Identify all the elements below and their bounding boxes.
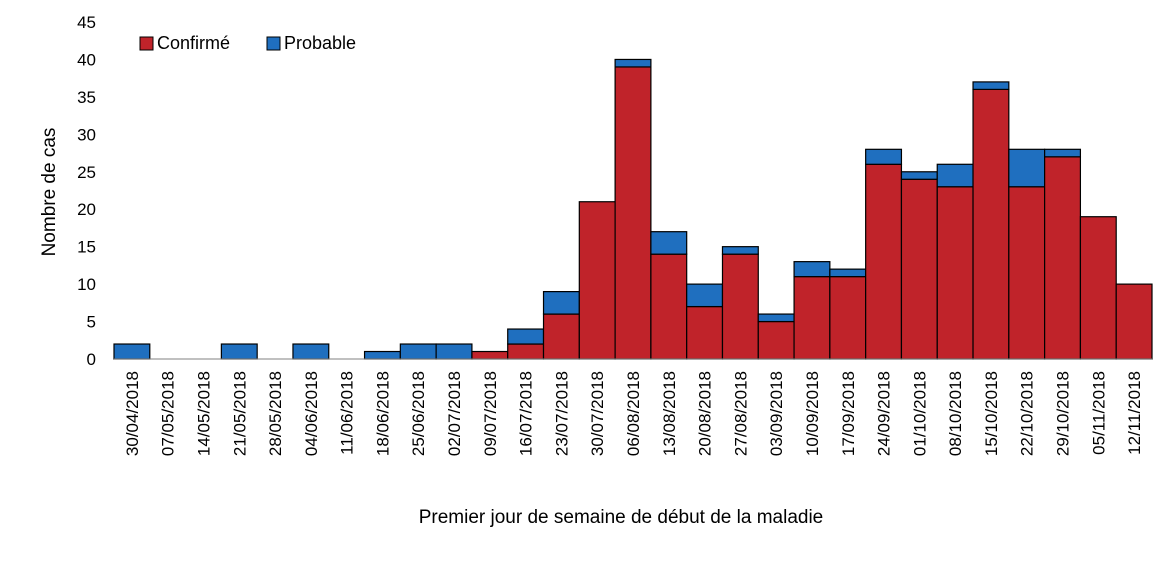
bar-confirme [542,313,580,360]
y-tick-label: 5 [87,313,96,332]
x-tick-label: 18/06/2018 [373,371,392,456]
x-tick-label: 11/06/2018 [338,371,357,455]
bar-probable [220,343,258,360]
y-tick-label: 25 [77,163,96,182]
bar-probable [614,58,652,68]
y-tick-label: 45 [77,13,96,32]
x-tick-label: 23/07/2018 [552,371,571,456]
bar-probable [650,231,688,255]
bar-probable [757,313,795,323]
x-tick-label: 03/09/2018 [767,371,786,456]
bar-probable [972,81,1010,90]
bar-confirme [1079,216,1117,360]
bar-probable [507,328,545,345]
bar-probable [936,163,974,188]
x-tick-label: 09/07/2018 [481,371,500,456]
bar-probable [363,350,401,360]
y-tick-label: 35 [77,88,96,107]
bar-probable [399,343,437,360]
bar-confirme [507,343,545,360]
y-axis-title: Nombre de cas [39,128,60,257]
x-tick-label: 12/11/2018 [1125,371,1144,455]
x-tick-label: 27/08/2018 [731,371,750,456]
bar-probable [686,283,724,308]
bar-probable [292,343,330,360]
bar-probable [542,291,580,315]
legend-label-probable: Probable [284,33,356,53]
y-tick-label: 30 [77,125,96,144]
bars [113,58,1153,360]
bar-probable [793,261,831,278]
x-tick-label: 13/08/2018 [660,371,679,456]
bar-confirme [721,253,759,360]
x-tick-label: 22/10/2018 [1018,371,1037,456]
x-tick-label: 30/04/2018 [123,371,142,456]
y-tick-label: 15 [77,238,96,257]
y-axis-ticks: 0 5 10 15 20 25 30 35 40 45 [77,13,96,369]
x-tick-label: 29/10/2018 [1054,371,1073,456]
bar-confirme [1044,156,1082,360]
bar-confirme [900,178,938,360]
bar-confirme [936,186,974,360]
x-tick-label: 20/08/2018 [696,371,715,456]
bar-probable [900,171,938,180]
bar-probable [721,246,759,255]
bar-probable [865,148,903,165]
y-tick-label: 20 [77,200,96,219]
bar-confirme [1115,283,1153,360]
y-tick-label: 40 [77,50,96,69]
x-tick-label: 02/07/2018 [445,371,464,456]
legend-swatch-probable [266,36,281,51]
x-tick-label: 17/09/2018 [839,371,858,456]
bar-confirme [614,66,652,360]
bar-confirme [829,276,867,360]
bar-confirme [686,305,724,360]
x-tick-label: 10/09/2018 [803,371,822,456]
bar-confirme [471,350,509,360]
bar-confirme [972,88,1010,360]
legend-swatch-confirme [139,36,154,51]
legend-label-confirme: Confirmé [157,33,230,53]
x-tick-label: 07/05/2018 [159,371,178,456]
bar-probable [435,343,473,360]
x-axis-title: Premier jour de semaine de début de la m… [419,507,824,528]
x-tick-label: 08/10/2018 [946,371,965,456]
x-tick-label: 14/05/2018 [194,371,213,456]
y-tick-label: 0 [87,350,96,369]
bar-confirme [578,201,616,360]
bar-probable [1044,148,1082,158]
x-tick-label: 06/08/2018 [624,371,643,456]
bar-probable [829,268,867,278]
bar-probable [1008,148,1046,188]
x-tick-label: 25/06/2018 [409,371,428,456]
bar-confirme [1008,186,1046,360]
bar-probable [113,343,151,360]
bar-confirme [865,163,903,360]
x-tick-label: 21/05/2018 [230,371,249,456]
x-tick-label: 15/10/2018 [982,371,1001,456]
x-tick-label: 28/05/2018 [266,371,285,456]
x-tick-label: 01/10/2018 [910,371,929,456]
x-tick-label: 04/06/2018 [302,371,321,456]
x-tick-label: 16/07/2018 [517,371,536,456]
x-axis-ticks: 30/04/2018 07/05/2018 14/05/2018 21/05/2018… [123,371,1144,456]
bar-confirme [757,320,795,360]
bar-confirme [650,253,688,360]
bar-confirme [793,276,831,360]
y-tick-label: 10 [77,275,96,294]
legend: Confirmé Probable [139,33,356,53]
x-tick-label: 24/09/2018 [875,371,894,456]
x-tick-label: 05/11/2018 [1089,371,1108,455]
x-tick-label: 30/07/2018 [588,371,607,456]
